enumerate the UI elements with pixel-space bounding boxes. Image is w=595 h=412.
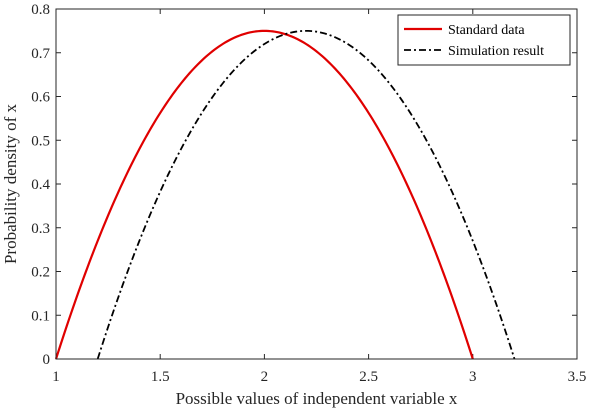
legend-label-standard-data: Standard data <box>448 23 525 38</box>
x-axis-label: Possible values of independent variable … <box>176 389 458 408</box>
series-layer <box>54 29 516 360</box>
series-line-standard-data <box>54 29 474 360</box>
legend-box <box>397 14 571 66</box>
x-tick-label: 3.5 <box>568 369 587 385</box>
y-tick-label: 0.4 <box>31 177 50 193</box>
y-tick-label: 0.5 <box>31 133 50 149</box>
x-tick-label: 1.5 <box>151 369 170 385</box>
x-tick-label: 2.5 <box>359 369 378 385</box>
x-tick-labels: 1 1.5 2 2.5 3 3.5 <box>52 369 586 385</box>
y-tick-label: 0.7 <box>31 46 50 62</box>
y-axis-label: Probability density of x <box>1 103 20 264</box>
x-tick-label: 1 <box>52 369 60 385</box>
axes-box <box>55 8 578 360</box>
legend-label-simulation-result: Simulation result <box>448 44 544 59</box>
y-tick-label: 0.6 <box>31 90 50 106</box>
y-tick-label: 0.8 <box>31 2 50 18</box>
y-tick-label: 0.3 <box>31 221 50 237</box>
y-tick-label: 0.1 <box>31 308 50 324</box>
x-tick-label: 2 <box>261 369 269 385</box>
series-line-simulation-result <box>96 29 516 360</box>
x-tick-label: 3 <box>469 369 477 385</box>
y-tick-label: 0 <box>43 352 51 368</box>
legend: Standard data Simulation result <box>397 14 571 66</box>
y-tick-labels: 0 0.1 0.2 0.3 0.4 0.5 0.6 0.7 0.8 <box>31 2 50 368</box>
y-tick-label: 0.2 <box>31 265 50 281</box>
